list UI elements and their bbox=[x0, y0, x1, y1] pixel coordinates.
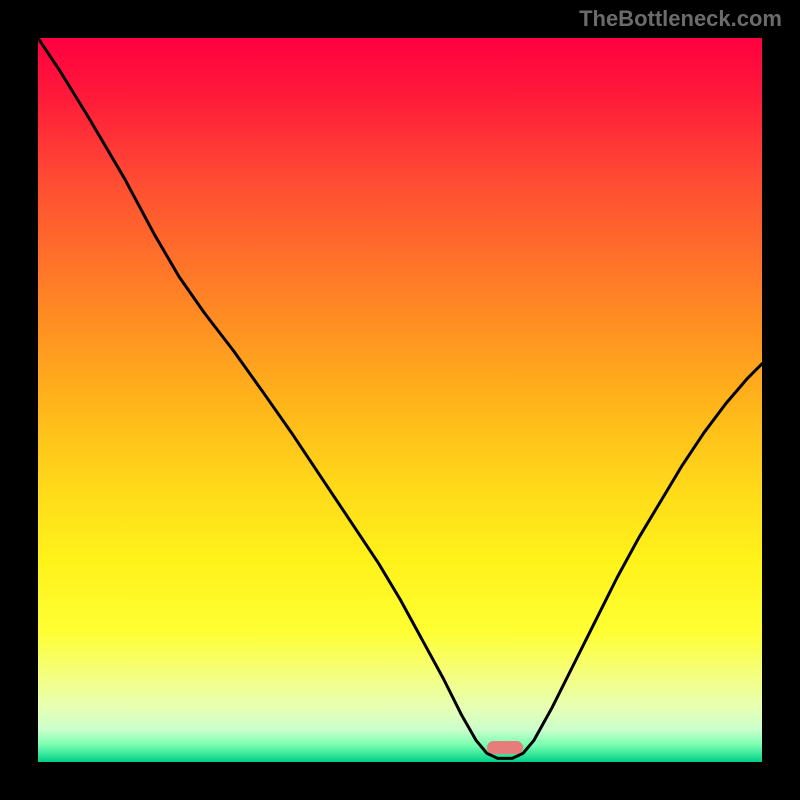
chart-container: TheBottleneck.com bbox=[0, 0, 800, 800]
watermark-text: TheBottleneck.com bbox=[579, 6, 782, 32]
bottleneck-curve bbox=[38, 38, 762, 762]
curve-path bbox=[38, 38, 762, 758]
plot-area bbox=[38, 38, 762, 762]
